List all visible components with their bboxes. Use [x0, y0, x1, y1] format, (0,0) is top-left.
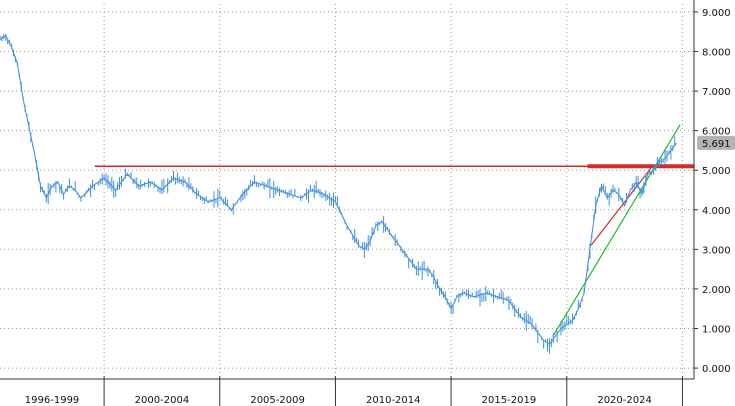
x-tick-label: 2020-2024	[597, 395, 652, 406]
red-trendline	[590, 165, 653, 246]
y-tick-label: 9.000	[702, 8, 731, 19]
y-tick-label: 4.000	[702, 206, 731, 217]
y-tick-label: 1.000	[702, 325, 731, 336]
x-tick-label: 2000-2004	[135, 395, 190, 406]
y-axis-ticks: 0.000 1.000 2.000 3.000 4.000 5.000 6.000 7.000…	[702, 8, 731, 375]
y-tick-label: 3.000	[702, 245, 731, 256]
y-tick-label: 0.000	[702, 364, 731, 375]
green-trendline	[552, 124, 681, 337]
x-tick-label: 2005-2009	[250, 395, 305, 406]
x-tick-label: 2010-2014	[366, 395, 421, 406]
y-tick-label: 6.000	[702, 127, 731, 138]
price-series	[0, 33, 677, 354]
grid	[0, 4, 694, 376]
axes	[0, 0, 698, 406]
y-tick-label: 7.000	[702, 87, 731, 98]
last-value-label: 5.691	[702, 139, 731, 150]
y-tick-label: 8.000	[702, 47, 731, 58]
x-axis-ticks: 1996-1999 2000-2004 2005-2009 2010-2014 2015…	[25, 395, 652, 406]
trendlines	[94, 124, 694, 337]
y-tick-label: 5.000	[702, 166, 731, 177]
x-tick-label: 1996-1999	[25, 395, 80, 406]
last-value-badge-bg	[697, 135, 735, 150]
last-value-badge: 5.691	[697, 135, 735, 150]
price-line	[0, 34, 677, 345]
x-tick-label: 2015-2019	[482, 395, 537, 406]
y-tick-label: 2.000	[702, 285, 731, 296]
